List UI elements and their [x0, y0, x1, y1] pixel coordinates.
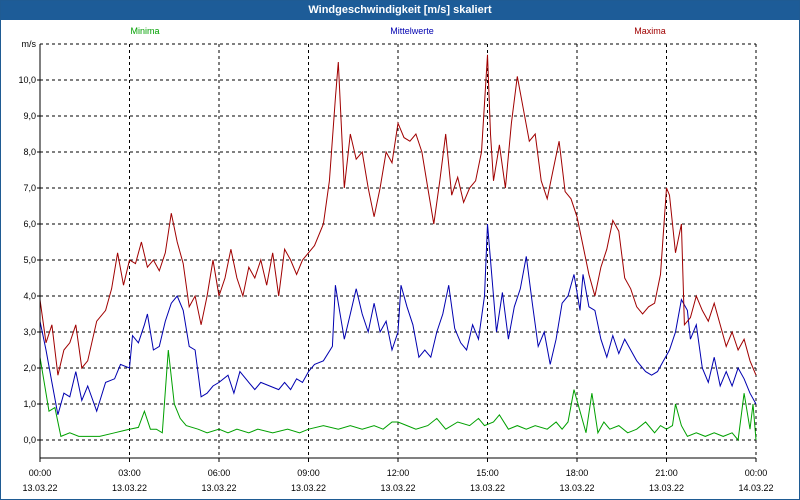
- series-line-mittelwerte: [39, 223, 757, 415]
- x-tick-time: 03:00: [118, 468, 141, 478]
- y-axis-label: m/s: [22, 39, 37, 49]
- x-tick-date: 13.03.22: [112, 483, 147, 493]
- x-tick-time: 12:00: [387, 468, 410, 478]
- y-tick-label: 0,0: [23, 435, 36, 445]
- series-lines: [39, 54, 757, 442]
- x-tick-time: 00:00: [745, 468, 768, 478]
- x-tick-date: 13.03.22: [559, 483, 594, 493]
- legend-maxima: Maxima: [634, 26, 666, 36]
- y-tick-label: 6,0: [23, 219, 36, 229]
- series-line-maxima: [39, 54, 757, 376]
- x-tick-date: 14.03.22: [738, 483, 773, 493]
- window-title: Windgeschwindigkeit [m/s] skaliert: [1, 1, 799, 20]
- y-tick-label: 9,0: [23, 111, 36, 121]
- x-tick-date: 13.03.22: [380, 483, 415, 493]
- y-tick-label: 1,0: [23, 399, 36, 409]
- x-tick-time: 00:00: [29, 468, 52, 478]
- y-tick-label: 7,0: [23, 183, 36, 193]
- legend: Minima Mittelwerte Maxima: [130, 26, 665, 36]
- x-tick-time: 09:00: [297, 468, 320, 478]
- grid: [40, 43, 757, 458]
- x-tick-date: 13.03.22: [470, 483, 505, 493]
- y-tick-label: 8,0: [23, 147, 36, 157]
- x-tick-time: 21:00: [655, 468, 678, 478]
- x-tick-time: 15:00: [476, 468, 499, 478]
- x-tick-date: 13.03.22: [291, 483, 326, 493]
- y-tick-label: 5,0: [23, 255, 36, 265]
- y-tick-label: 4,0: [23, 291, 36, 301]
- x-tick-time: 06:00: [208, 468, 231, 478]
- x-tick-date: 13.03.22: [649, 483, 684, 493]
- x-tick-date: 13.03.22: [22, 483, 57, 493]
- y-tick-label: 3,0: [23, 327, 36, 337]
- x-tick-time: 18:00: [566, 468, 589, 478]
- x-tick-date: 13.03.22: [201, 483, 236, 493]
- y-tick-label: 2,0: [23, 363, 36, 373]
- y-tick-label: 10,0: [18, 75, 36, 85]
- legend-minima: Minima: [130, 26, 159, 36]
- axes: 0,0 1,0 2,0 3,0 4,0 5,0 6,0 7,0 8,0 9,0 10,0 00:00 1…: [18, 39, 773, 493]
- legend-mittelwerte: Mittelwerte: [390, 26, 434, 36]
- series-line-minima: [39, 349, 757, 442]
